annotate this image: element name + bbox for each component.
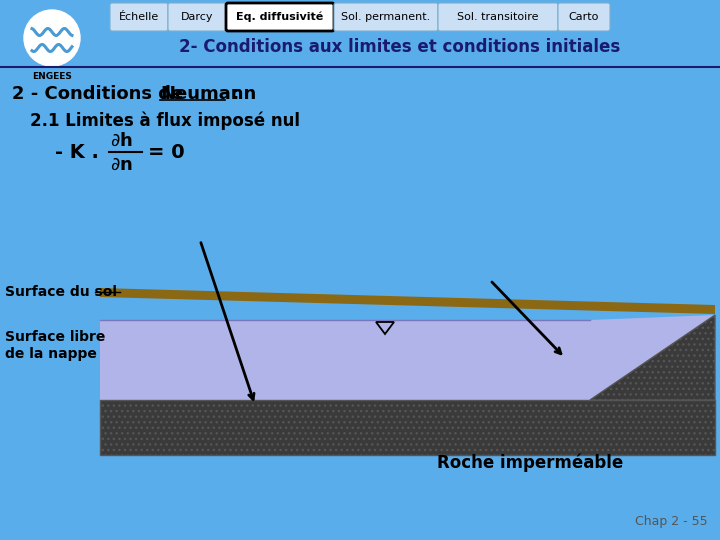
Text: Sol. transitoire: Sol. transitoire (457, 12, 539, 22)
Text: Surface libre: Surface libre (5, 330, 105, 344)
Polygon shape (100, 288, 715, 314)
FancyBboxPatch shape (558, 3, 610, 31)
Text: :: : (226, 85, 239, 103)
Text: Roche imperméable: Roche imperméable (437, 454, 623, 472)
Text: 2- Conditions aux limites et conditions initiales: 2- Conditions aux limites et conditions … (179, 38, 621, 56)
Text: Sol. permanent.: Sol. permanent. (341, 12, 431, 22)
Text: Échelle: Échelle (119, 12, 159, 22)
Polygon shape (100, 315, 715, 400)
Text: Surface du sol: Surface du sol (5, 285, 117, 299)
Text: de la nappe: de la nappe (5, 347, 97, 361)
Text: Neumann: Neumann (160, 85, 256, 103)
FancyBboxPatch shape (438, 3, 558, 31)
Text: = 0: = 0 (148, 143, 184, 161)
FancyBboxPatch shape (110, 3, 168, 31)
Text: 2.1 Limites à flux imposé nul: 2.1 Limites à flux imposé nul (30, 112, 300, 131)
Text: 2 - Conditions de: 2 - Conditions de (12, 85, 189, 103)
Text: Eq. diffusivité: Eq. diffusivité (236, 12, 323, 22)
FancyBboxPatch shape (168, 3, 226, 31)
Text: $\partial$n: $\partial$n (110, 156, 132, 174)
Text: Chap 2 - 55: Chap 2 - 55 (635, 515, 708, 528)
FancyBboxPatch shape (334, 3, 438, 31)
Text: $\partial$h: $\partial$h (110, 132, 132, 150)
Text: Darcy: Darcy (181, 12, 213, 22)
Circle shape (24, 10, 80, 66)
Text: - K .: - K . (55, 143, 99, 161)
Text: ENGEES: ENGEES (32, 72, 72, 81)
Text: Carto: Carto (569, 12, 599, 22)
Polygon shape (100, 400, 715, 455)
FancyBboxPatch shape (226, 3, 334, 31)
Polygon shape (590, 315, 715, 400)
